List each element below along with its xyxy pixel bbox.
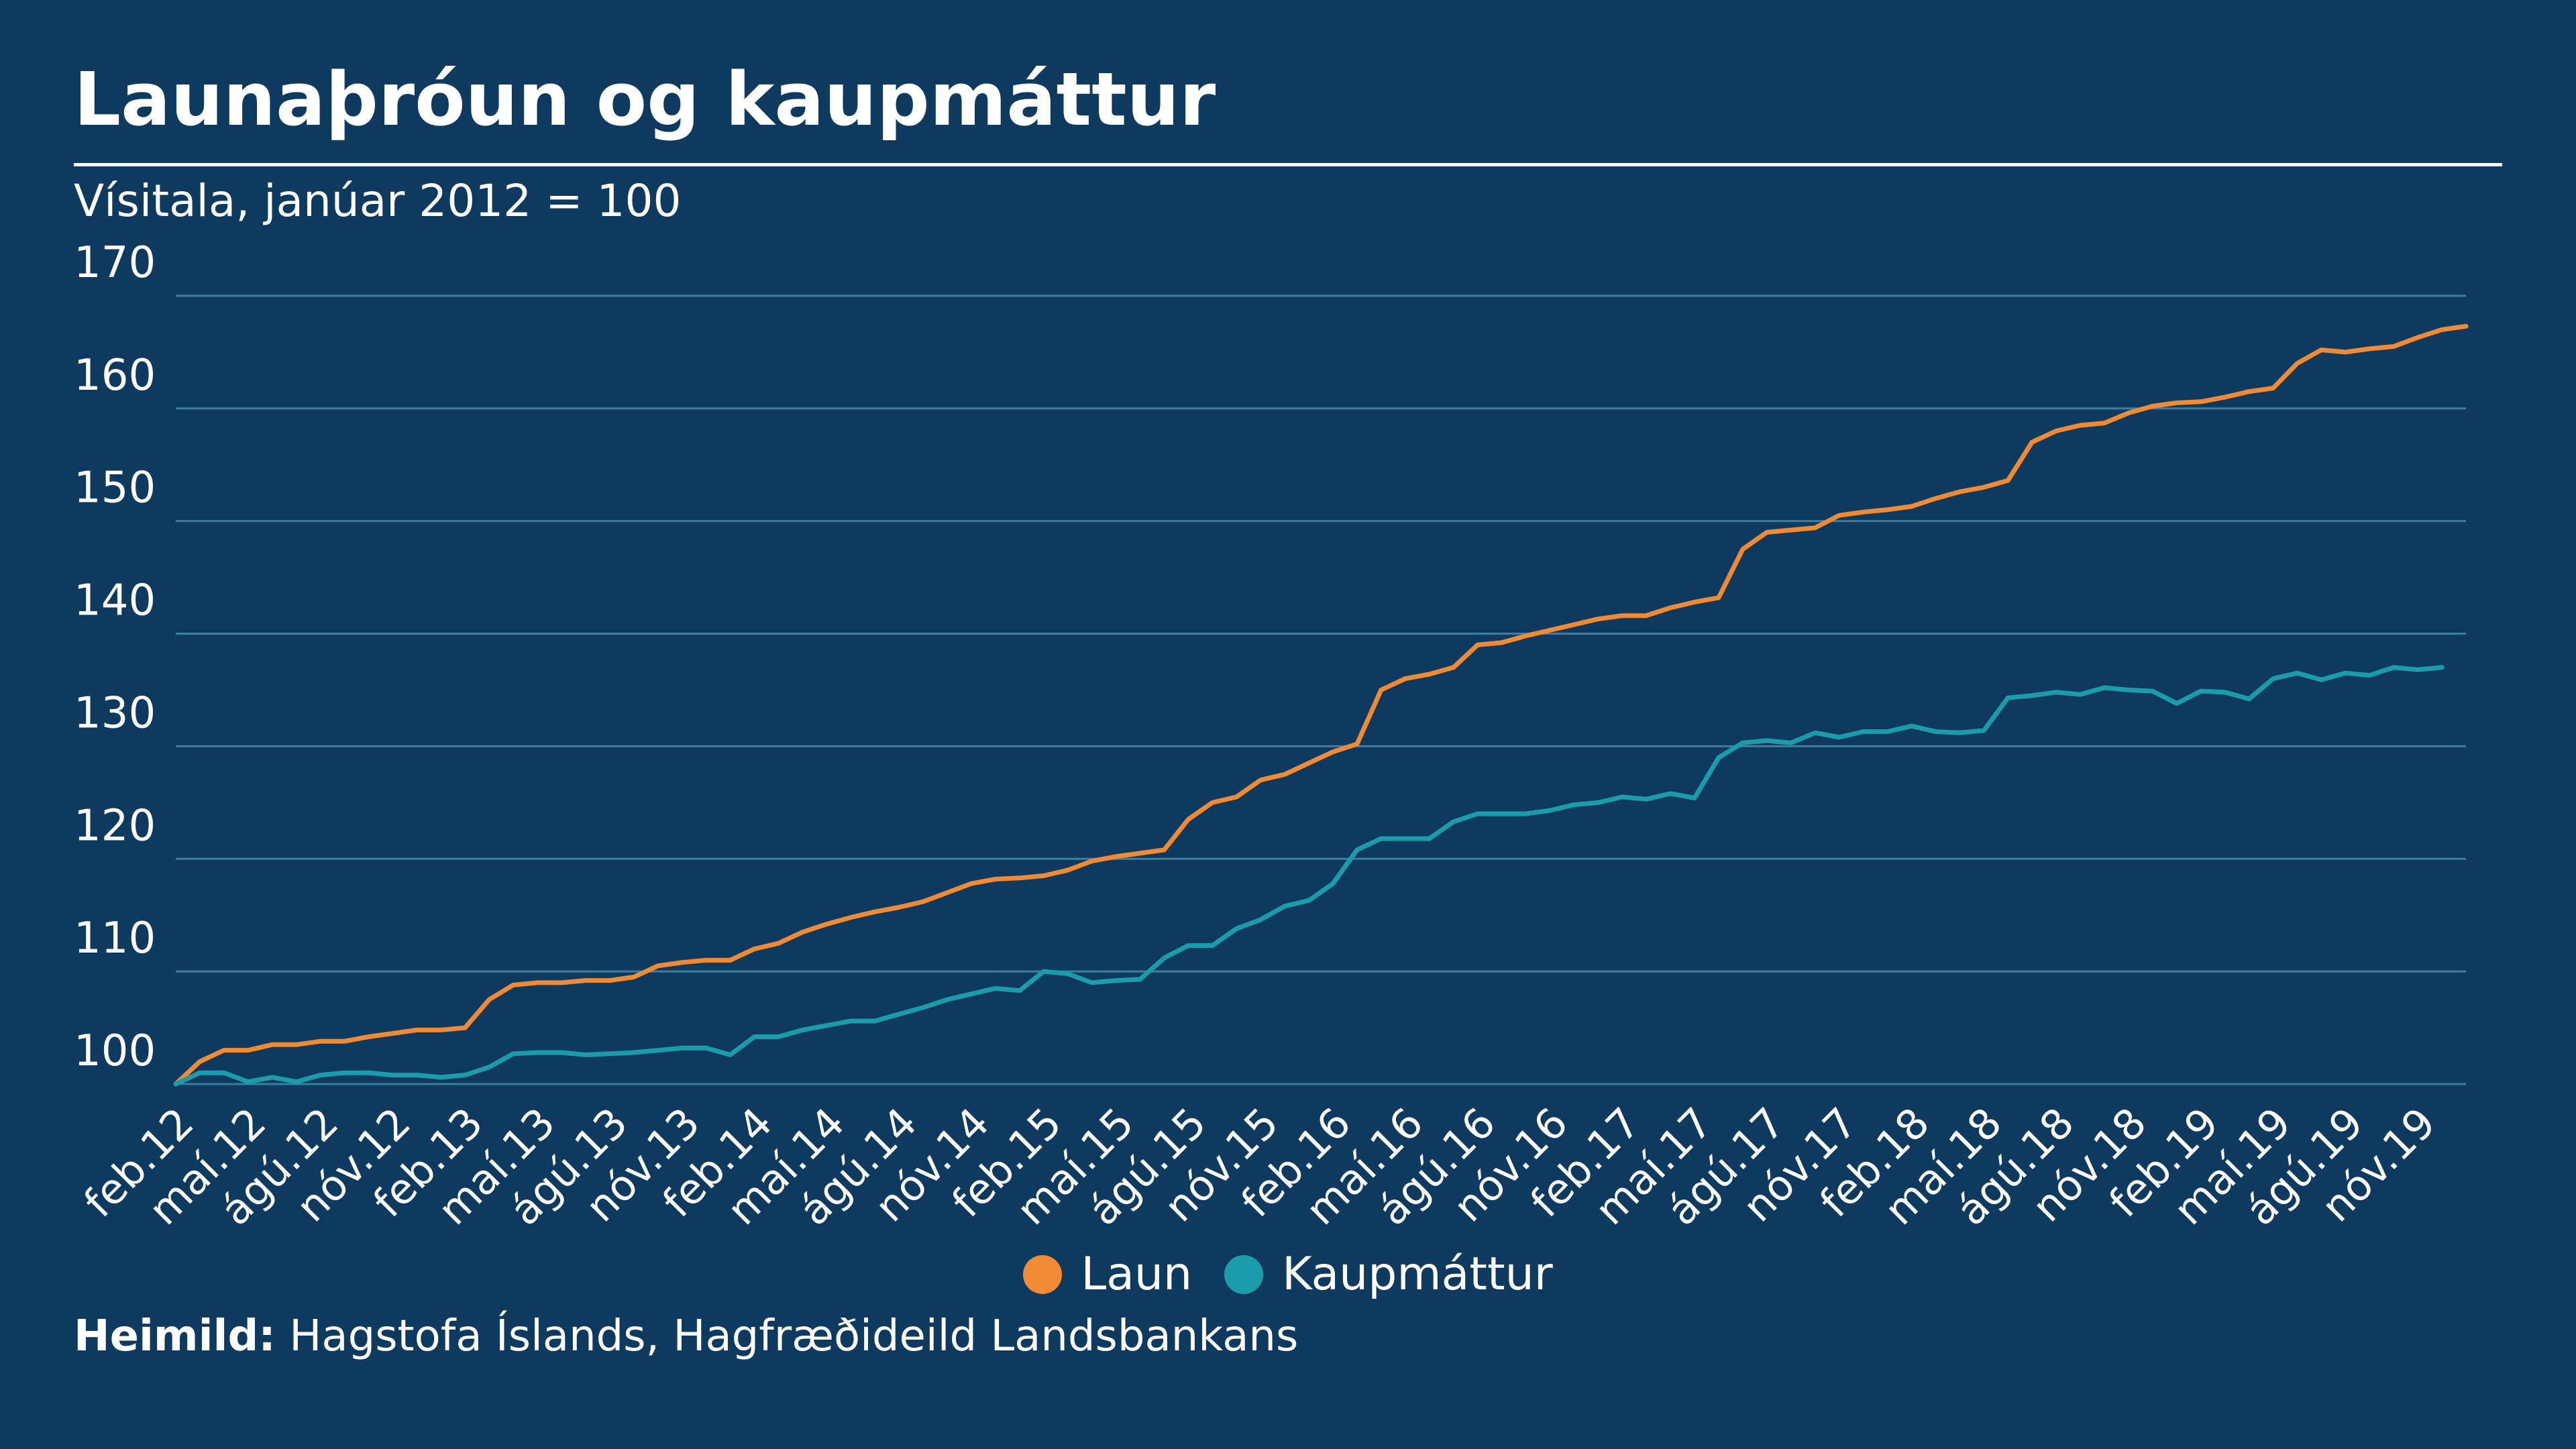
grid-layer	[176, 294, 2466, 1085]
x-tick-labels: feb.12maí.12ágú.12nóv.12feb.13maí.13ágú.…	[74, 1098, 2445, 1235]
legend: Laun Kaupmáttur	[0, 1248, 2576, 1301]
legend-label-kaupmattur: Kaupmáttur	[1282, 1248, 1553, 1301]
y-tick-160: 160	[74, 351, 156, 400]
title-rule	[74, 163, 2502, 166]
series-line-laun	[173, 323, 2469, 1087]
chart-subtitle: Vísitala, janúar 2012 = 100	[74, 175, 682, 227]
y-tick-170: 170	[74, 238, 156, 288]
source-note: Heimild: Hagstofa Íslands, Hagfræðideild…	[74, 1311, 1298, 1361]
legend-item-laun: Laun	[1023, 1248, 1192, 1301]
source-text: Hagstofa Íslands, Hagfræðideild Landsban…	[275, 1311, 1299, 1361]
legend-label-laun: Laun	[1081, 1248, 1193, 1301]
y-tick-120: 120	[74, 801, 156, 851]
legend-item-kaupmattur: Kaupmáttur	[1224, 1248, 1553, 1301]
y-tick-140: 140	[74, 576, 156, 626]
y-tick-labels: 100 110 120 130 140 150 160 170	[74, 238, 156, 1076]
source-label: Heimild:	[74, 1311, 276, 1361]
legend-swatch-laun	[1023, 1254, 1063, 1294]
y-tick-110: 110	[74, 914, 156, 963]
y-tick-130: 130	[74, 688, 156, 738]
series-layer	[173, 323, 2469, 1087]
y-tick-150: 150	[74, 464, 156, 513]
legend-swatch-kaupmattur	[1224, 1254, 1264, 1294]
y-tick-100: 100	[74, 1026, 156, 1076]
series-line-kaupmattur	[173, 665, 2445, 1087]
chart-title: Launaþróun og kaupmáttur	[74, 56, 1216, 142]
